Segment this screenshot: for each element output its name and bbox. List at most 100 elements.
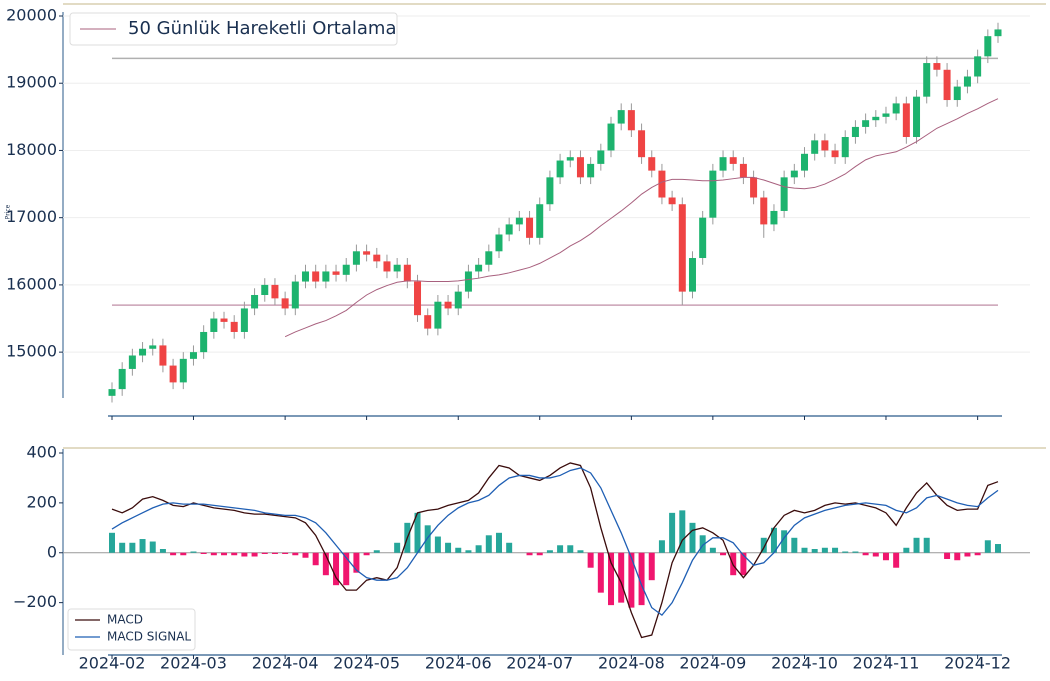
histogram-bar bbox=[597, 552, 604, 593]
histogram-bar bbox=[363, 552, 370, 556]
x-tick-label: 2024-02 bbox=[79, 654, 146, 673]
candle-body bbox=[770, 210, 778, 225]
candle-body bbox=[587, 163, 595, 178]
y-tick-label: 16000 bbox=[6, 274, 57, 293]
histogram-bar bbox=[638, 552, 645, 606]
candle-body bbox=[342, 264, 350, 275]
candle-body bbox=[638, 130, 646, 158]
histogram-bar bbox=[271, 552, 278, 554]
x-tick-label: 2024-12 bbox=[944, 654, 1011, 673]
candle-body bbox=[933, 63, 941, 70]
histogram-bar bbox=[872, 552, 879, 557]
candle-body bbox=[688, 258, 696, 292]
histogram-bar bbox=[862, 552, 869, 556]
y-axis-label: Price bbox=[5, 204, 12, 219]
histogram-bar bbox=[882, 552, 889, 561]
histogram-bar bbox=[119, 542, 126, 553]
y-tick-label: 15000 bbox=[6, 342, 57, 361]
histogram-bar bbox=[587, 552, 594, 568]
candle-body bbox=[719, 157, 727, 171]
histogram-bar bbox=[282, 552, 289, 554]
series-line bbox=[284, 98, 999, 338]
histogram-bar bbox=[445, 542, 452, 553]
candle-body bbox=[963, 76, 971, 87]
y-tick-label: 400 bbox=[26, 443, 57, 462]
candle-body bbox=[291, 281, 299, 309]
y-tick-label: 200 bbox=[26, 492, 57, 511]
candle-body bbox=[281, 298, 289, 309]
histogram-bar bbox=[465, 550, 472, 553]
candle-body bbox=[678, 204, 686, 292]
histogram-bar bbox=[974, 552, 981, 556]
histogram-bar bbox=[923, 537, 930, 553]
histogram-bar bbox=[180, 552, 187, 556]
candle-body bbox=[943, 69, 951, 101]
candle-body bbox=[872, 116, 880, 121]
candle-body bbox=[322, 271, 330, 282]
y-tick-label: 0 bbox=[47, 542, 57, 561]
candle-body bbox=[536, 204, 544, 238]
x-tick-label: 2024-06 bbox=[425, 654, 492, 673]
histogram-bar bbox=[821, 547, 828, 553]
candle-body bbox=[515, 217, 523, 225]
candle-body bbox=[403, 264, 411, 282]
y-tick-label: −200 bbox=[13, 592, 57, 611]
candle-body bbox=[556, 160, 564, 178]
histogram-bar bbox=[811, 549, 818, 553]
candle-body bbox=[434, 301, 442, 329]
candle-body bbox=[312, 271, 320, 282]
histogram-bar bbox=[658, 540, 665, 553]
candle-body bbox=[475, 264, 483, 272]
histogram-bar bbox=[832, 547, 839, 553]
candle-body bbox=[546, 177, 554, 205]
histogram-bar bbox=[495, 532, 502, 553]
candle-body bbox=[739, 163, 747, 178]
histogram-bar bbox=[577, 550, 584, 553]
histogram-bar bbox=[109, 532, 115, 553]
candle-body bbox=[495, 234, 503, 252]
histogram-bar bbox=[292, 552, 299, 556]
candle-body bbox=[709, 170, 717, 218]
legend-box bbox=[67, 608, 196, 651]
x-tick-label: 2024-11 bbox=[853, 654, 920, 673]
histogram-bar bbox=[485, 535, 492, 553]
x-tick-label: 2024-03 bbox=[160, 654, 227, 673]
histogram-bar bbox=[842, 551, 849, 553]
histogram-bar bbox=[557, 545, 564, 553]
candle-body bbox=[189, 352, 197, 359]
histogram-bar bbox=[689, 522, 696, 553]
histogram-bar bbox=[618, 552, 625, 603]
legend-label: MACD SIGNAL bbox=[107, 630, 191, 644]
candle-body bbox=[597, 150, 605, 164]
histogram-bar bbox=[984, 540, 991, 553]
candle-body bbox=[974, 56, 982, 77]
histogram-bar bbox=[628, 552, 635, 608]
histogram-bar bbox=[679, 510, 686, 553]
candle-body bbox=[841, 137, 849, 158]
candle-body bbox=[454, 291, 462, 309]
histogram-bar bbox=[760, 537, 767, 553]
histogram-bar bbox=[475, 545, 482, 553]
candle-body bbox=[505, 224, 513, 235]
candle-body bbox=[373, 254, 381, 262]
candle-body bbox=[169, 365, 177, 383]
histogram-bar bbox=[546, 550, 553, 553]
candle-body bbox=[179, 358, 187, 383]
histogram-bar bbox=[740, 552, 747, 576]
histogram-bar bbox=[608, 552, 615, 606]
histogram-bar bbox=[251, 552, 258, 557]
candle-body bbox=[363, 251, 371, 255]
candle-body bbox=[617, 110, 625, 124]
x-tick-label: 2024-04 bbox=[252, 654, 319, 673]
histogram-bar bbox=[261, 552, 268, 554]
x-tick-label: 2024-07 bbox=[506, 654, 573, 673]
histogram-bar bbox=[893, 552, 900, 568]
histogram-bar bbox=[139, 539, 146, 553]
histogram-bar bbox=[567, 545, 574, 553]
histogram-bar bbox=[373, 550, 380, 553]
candle-body bbox=[230, 321, 238, 332]
candle-body bbox=[831, 150, 839, 158]
candle-body bbox=[923, 63, 931, 97]
x-tick-label: 2024-08 bbox=[598, 654, 665, 673]
